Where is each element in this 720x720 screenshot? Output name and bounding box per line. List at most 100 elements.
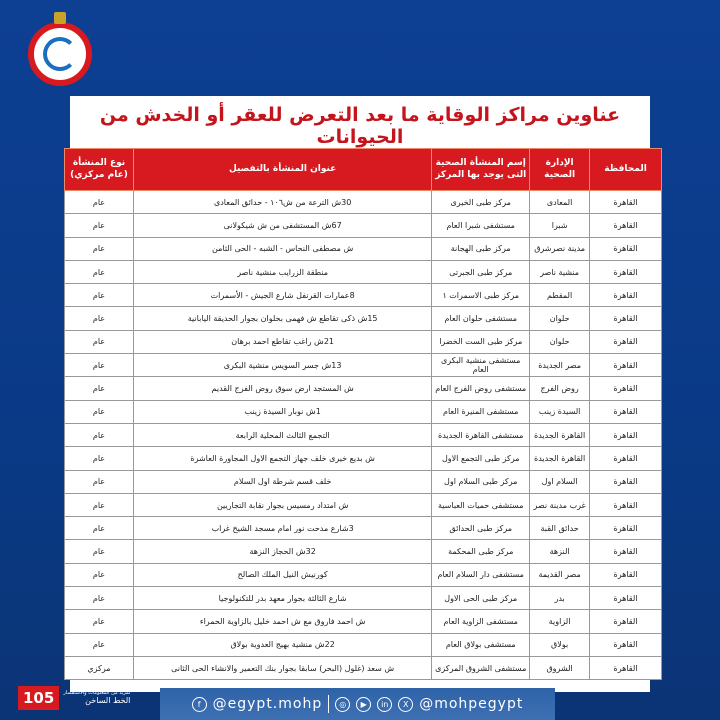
cell-address: 15ش ذكى تقاطع ش فهمى بحلوان بجوار الحديق… (132, 306, 433, 331)
cell-address: ش سعد (غلول (البحر) سابقا بجوار بنك التع… (132, 655, 433, 681)
cell-governorate: القاهرة (589, 469, 662, 494)
cell-facility: مركز طبى الست الخضرا (431, 329, 531, 355)
cell-governorate: القاهرة (589, 353, 662, 378)
hotline: 105 لمزيد من المعلومات والاستفسار الخط ال… (18, 686, 130, 710)
youtube-icon[interactable]: ▶ (356, 696, 372, 712)
cell-address: ش مصطفى النحاس - الشبه - الحى الثامن (132, 236, 433, 261)
cell-address: ش امتداد رمسيس بجوار نقابة التجاريين (132, 492, 433, 518)
table-row: القاهرة غرب مدينة نصر مستشفى حميات العباسي… (64, 492, 662, 518)
table-row: القاهرة مصر الجديدة مستشفى منشية البكرى ال… (64, 353, 662, 378)
table-row: القاهرة بدر مركز طبى الحى الاول شارع الثالث… (64, 586, 662, 611)
cell-facility: مستشفى بولاق العام (431, 632, 531, 657)
cell-address: 21ش راغب تقاطع احمد برهان (132, 329, 433, 355)
facebook-icon[interactable]: f (191, 696, 207, 712)
cell-governorate: القاهرة (589, 213, 662, 238)
facebook-handle[interactable]: @egypt.mohp (212, 696, 323, 712)
cell-type: عام (64, 399, 134, 424)
table-row: القاهرة القاهرة الجديدة مركز طبى التجمع ال… (64, 446, 662, 471)
cell-admin: المعادى (529, 189, 591, 215)
cell-type: عام (64, 422, 134, 448)
header-type: نوع المنشأة (عام مركزي) (64, 148, 134, 191)
table-row: القاهرة منشية ناصر مركز طبى الجبرتى منطقة ا… (64, 259, 662, 285)
hotline-label: الخط الساخن (85, 696, 131, 706)
cell-governorate: القاهرة (589, 516, 662, 541)
cell-governorate: القاهرة (589, 306, 662, 331)
cell-facility: مستشفى روض الفرج العام (431, 376, 531, 401)
cell-address: ش المستجد ارض سوق روض الفرج القديم (132, 376, 433, 401)
cell-address: 22ش منشية بهيج العدوية بولاق (132, 632, 433, 657)
table-row: القاهرة روض الفرج مستشفى روض الفرج العام ش … (64, 376, 662, 401)
cell-admin: النزهة (529, 539, 591, 564)
ministry-logo (28, 12, 92, 86)
header-address: عنوان المنشأة بالتفصيل (132, 148, 433, 191)
cell-address: شارع الثالثة بجوار معهد بدر للتكنولوجيا (132, 586, 433, 611)
cell-address: منطقة الزرايب منشية ناصر (132, 259, 433, 285)
divider (328, 695, 330, 713)
cell-admin: الشروق (529, 655, 591, 681)
cell-admin: القاهرة الجديدة (529, 446, 591, 471)
table-header: المحافظة الإدارة الصحية إسم المنشأة الصح… (64, 148, 662, 191)
table-row: القاهرة شبرا مستشفى شبرا العام 67ش المستشفى… (64, 213, 662, 238)
centers-table: المحافظة الإدارة الصحية إسم المنشأة الصح… (64, 148, 662, 681)
cell-facility: مركز طبى المحكمة (431, 539, 531, 564)
cell-address: 3شارع مدحت نور امام مسجد الشيخ غراب (132, 516, 433, 541)
cell-admin: المقطم (529, 283, 591, 308)
cell-address: 8عمارات القرنفل شارع الجيش - الأسمرات (132, 283, 433, 308)
page-title: عناوين مراكز الوقاية ما بعد التعرض للعقر… (99, 104, 621, 148)
x-icon[interactable]: X (398, 696, 414, 712)
eagle-emblem (54, 12, 66, 24)
cell-admin: السيدة زينب (529, 399, 591, 424)
table-row: القاهرة مصر القديمة مستشفى دار السلام العا… (64, 562, 662, 588)
cell-address: ش احمد فاروق مع ش احمد خليل بالزاوية الح… (132, 609, 433, 634)
cell-facility: مستشفى منشية البكرى العام (431, 353, 531, 378)
linkedin-icon[interactable]: in (377, 696, 393, 712)
cell-admin: مصر القديمة (529, 562, 591, 588)
cell-governorate: القاهرة (589, 189, 662, 215)
cell-type: عام (64, 213, 134, 238)
cell-governorate: القاهرة (589, 399, 662, 424)
cell-admin: روض الفرج (529, 376, 591, 401)
cell-type: عام (64, 306, 134, 331)
cell-governorate: القاهرة (589, 446, 662, 471)
table-row: القاهرة بولاق مستشفى بولاق العام 22ش منشية … (64, 632, 662, 657)
cell-type: عام (64, 189, 134, 215)
cell-type: عام (64, 283, 134, 308)
cell-facility: مركز طبى الجبرتى (431, 259, 531, 285)
cell-governorate: القاهرة (589, 609, 662, 634)
hotline-sub: لمزيد من المعلومات والاستفسار (63, 690, 131, 697)
cell-governorate: القاهرة (589, 492, 662, 518)
cell-governorate: القاهرة (589, 283, 662, 308)
header-facility: إسم المنشأة الصحية التى يوجد بها المركز (431, 148, 531, 191)
cell-type: عام (64, 259, 134, 285)
cell-governorate: القاهرة (589, 259, 662, 285)
cell-address: 30ش الترعة من ش١٠٦ - حدائق المعادى (132, 189, 433, 215)
cell-facility: مركز طبى الخيرى (431, 189, 531, 215)
cell-type: عام (64, 353, 134, 378)
cell-governorate: القاهرة (589, 376, 662, 401)
cell-type: عام (64, 492, 134, 518)
cell-address: كورنيش النيل الملك الصالح (132, 562, 433, 588)
cell-facility: مستشفى دار السلام العام (431, 562, 531, 588)
cell-type: عام (64, 562, 134, 588)
cell-facility: مستشفى شبرا العام (431, 213, 531, 238)
cell-address: 32ش الحجاز النزهة (132, 539, 433, 564)
instagram-icon[interactable]: ◎ (335, 696, 351, 712)
social-handle[interactable]: @mohpegypt (419, 696, 524, 712)
social-footer: f @egypt.mohp ◎ ▶ in X @mohpegypt (160, 688, 555, 720)
cell-type: عام (64, 586, 134, 611)
table-row: القاهرة النزهة مركز طبى المحكمة 32ش الحجاز … (64, 539, 662, 564)
cell-facility: مستشفى حميات العباسية (431, 492, 531, 518)
cell-governorate: القاهرة (589, 632, 662, 657)
cell-type: عام (64, 632, 134, 657)
cell-governorate: القاهرة (589, 236, 662, 261)
cell-type: عام (64, 236, 134, 261)
table-row: القاهرة المقطم مركز طبى الاسمرات ١ 8عمارات … (64, 283, 662, 308)
table-row: القاهرة المعادى مركز طبى الخيرى 30ش الترعة … (64, 189, 662, 215)
cell-address: 67ش المستشفى من ش شيكولانى (132, 213, 433, 238)
cell-type: مركزي (64, 655, 134, 681)
table-row: القاهرة الزاوية مستشفى الزاوية العام ش احمد… (64, 609, 662, 634)
table-row: القاهرة حلوان مستشفى حلوان العام 15ش ذكى تق… (64, 306, 662, 331)
cell-admin: غرب مدينة نصر (529, 492, 591, 518)
table-row: القاهرة حدائق القبة مركز طبى الحدائق 3شارع … (64, 516, 662, 541)
cell-admin: مصر الجديدة (529, 353, 591, 378)
